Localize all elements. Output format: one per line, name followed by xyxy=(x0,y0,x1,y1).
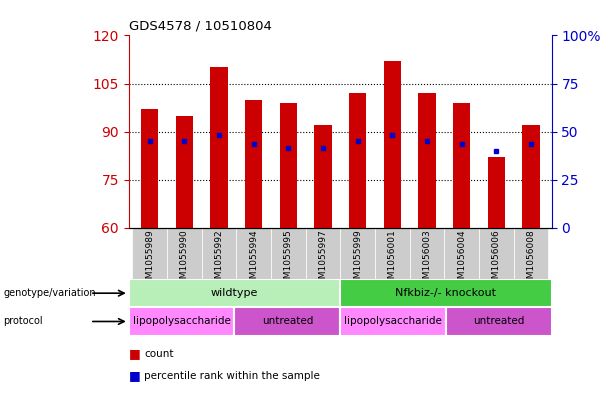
Text: ■: ■ xyxy=(129,347,140,360)
Text: lipopolysaccharide: lipopolysaccharide xyxy=(344,316,442,327)
Bar xyxy=(314,125,332,228)
Bar xyxy=(340,307,446,336)
Bar xyxy=(141,109,158,228)
Text: ■: ■ xyxy=(129,369,140,382)
Text: wildtype: wildtype xyxy=(211,288,258,298)
Bar xyxy=(418,93,436,228)
Bar xyxy=(129,279,340,307)
Bar xyxy=(280,103,297,228)
Bar xyxy=(446,307,552,336)
Text: Nfkbiz-/- knockout: Nfkbiz-/- knockout xyxy=(395,288,497,298)
Bar xyxy=(522,125,539,228)
Bar xyxy=(487,157,505,228)
Bar xyxy=(210,68,227,228)
Bar xyxy=(384,61,401,228)
Bar xyxy=(175,116,193,228)
Text: untreated: untreated xyxy=(262,316,313,327)
Text: GDS4578 / 10510804: GDS4578 / 10510804 xyxy=(129,20,272,33)
Bar xyxy=(340,279,552,307)
Bar xyxy=(129,307,234,336)
Text: untreated: untreated xyxy=(473,316,525,327)
Text: lipopolysaccharide: lipopolysaccharide xyxy=(132,316,230,327)
Text: count: count xyxy=(144,349,173,359)
Text: protocol: protocol xyxy=(3,316,43,327)
Bar xyxy=(453,103,470,228)
Bar xyxy=(245,99,262,228)
Text: percentile rank within the sample: percentile rank within the sample xyxy=(144,371,320,381)
Text: genotype/variation: genotype/variation xyxy=(3,288,96,298)
Bar xyxy=(349,93,366,228)
Bar xyxy=(234,307,340,336)
